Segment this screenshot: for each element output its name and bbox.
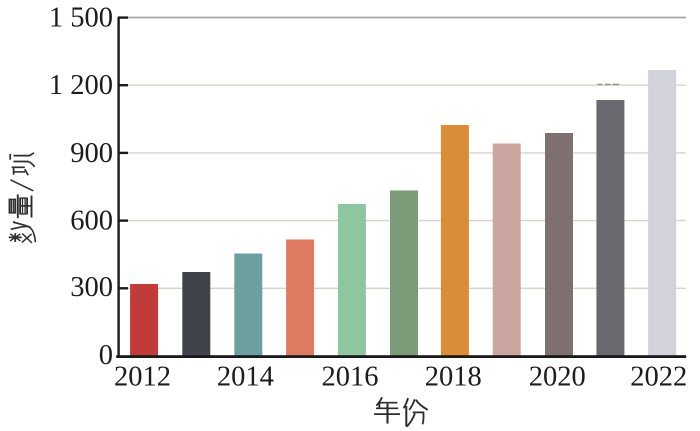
svg-text:300: 300 [70, 272, 113, 303]
svg-text:2020: 2020 [529, 362, 586, 393]
svg-text:1 500: 1 500 [49, 2, 113, 33]
svg-text:2022: 2022 [630, 362, 687, 393]
svg-text:2014: 2014 [217, 362, 274, 393]
svg-text:0: 0 [99, 340, 113, 371]
svg-text:900: 900 [70, 138, 113, 169]
svg-text:1 200: 1 200 [49, 70, 113, 101]
svg-text:2016: 2016 [322, 362, 379, 393]
svg-text:2018: 2018 [425, 362, 482, 393]
svg-text:2012: 2012 [114, 362, 171, 393]
svg-text:600: 600 [70, 206, 113, 237]
